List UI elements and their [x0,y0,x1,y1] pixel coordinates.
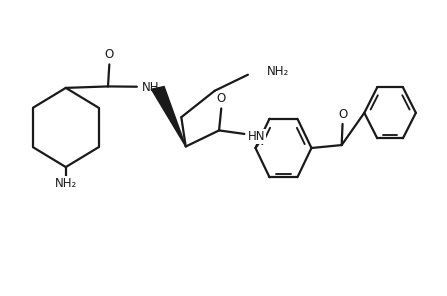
Text: O: O [217,92,226,105]
Text: NH₂: NH₂ [55,177,77,190]
Text: HN: HN [248,130,265,143]
Text: O: O [105,48,114,61]
Text: O: O [338,108,347,121]
Polygon shape [152,86,186,147]
Text: NH: NH [142,81,160,94]
Text: NH₂: NH₂ [266,65,289,78]
